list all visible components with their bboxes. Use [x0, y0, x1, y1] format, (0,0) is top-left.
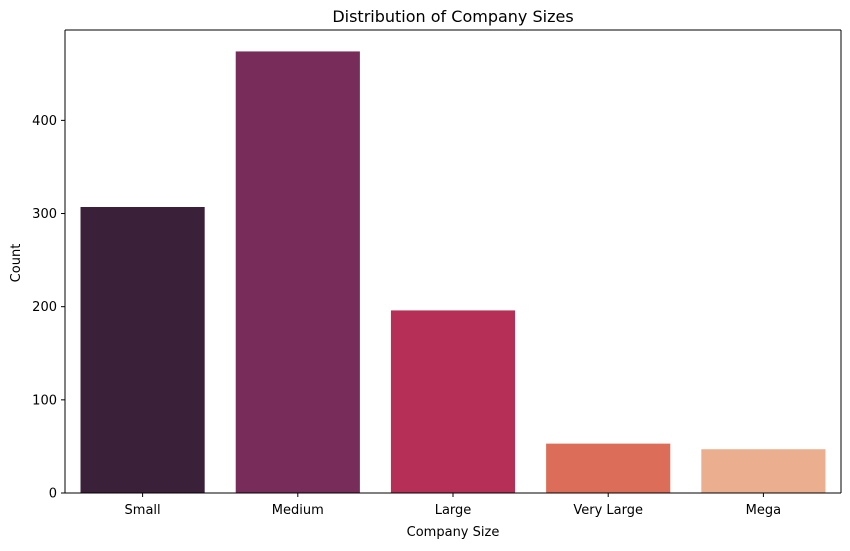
axes-layer: 0 100 200 300 400 Small Medium Large Very Large M…: [32, 29, 842, 518]
x-tick-label: Medium: [272, 503, 324, 518]
x-tick-label: Very Large: [573, 503, 643, 518]
bar-large: [390, 310, 516, 493]
bar-medium: [235, 51, 360, 494]
y-tick-label: 300: [32, 207, 57, 222]
bar-small: [80, 207, 205, 493]
chart-title: Distribution of Company Sizes: [332, 7, 573, 26]
y-tick-label: 400: [32, 114, 57, 129]
bar-mega: [701, 449, 826, 493]
x-axis-title: Company Size: [407, 525, 500, 540]
x-tick-label: Small: [125, 503, 161, 518]
y-tick-label: 200: [32, 300, 57, 315]
y-tick-label: 100: [32, 393, 57, 408]
x-tick-label: Mega: [746, 503, 781, 518]
y-tick-label: 0: [49, 487, 57, 502]
bar-very-large: [546, 443, 671, 493]
x-tick-label: Large: [435, 503, 472, 518]
y-axis-title: Count: [9, 244, 24, 283]
bars-layer: [80, 51, 826, 494]
